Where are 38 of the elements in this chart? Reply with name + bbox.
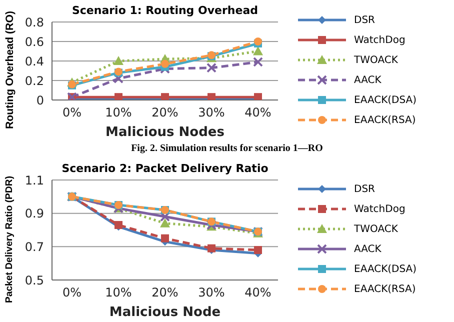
legend-label: AACK — [354, 244, 382, 254]
x-tick-label: 30% — [198, 106, 225, 120]
x-axis-title: Malicious Nodes — [106, 125, 225, 140]
chart-title: Scenario 1: Routing Overhead — [70, 4, 260, 17]
y-tick-label: 0.4 — [24, 54, 44, 68]
x-tick-label: 0% — [62, 286, 82, 300]
x-tick-label: 0% — [62, 106, 82, 120]
y-tick-label: 0 — [36, 93, 44, 108]
legend-label: EAACK(RSA) — [354, 114, 416, 126]
legend-label: EAACK(RSA) — [354, 284, 416, 294]
x-tick-label: 30% — [198, 286, 225, 300]
legend-label: AACK — [354, 74, 382, 86]
y-tick-label: 0.6 — [24, 34, 44, 49]
x-tick-label: 40% — [244, 106, 272, 120]
y-tick-label: 0.2 — [24, 74, 44, 88]
caption: Fig. 2. Simulation results for scenario 1—RO — [130, 142, 324, 156]
legend-label: EAACK(DSA) — [354, 264, 417, 274]
chart-title: Scenario 2: Packet Delivery Ratio — [60, 162, 270, 175]
legend-label: DSR — [354, 14, 375, 26]
y-tick-label: 0.5 — [24, 273, 44, 288]
x-tick-label: 10% — [105, 106, 132, 120]
x-tick-label: 20% — [152, 106, 178, 120]
x-tick-label: 10% — [105, 286, 132, 300]
legend-label: TWOACK — [354, 54, 398, 66]
y-tick-label: 0.9 — [24, 206, 44, 221]
y-tick-label: 0.8 — [24, 15, 44, 30]
legend-label: DSR — [354, 184, 375, 194]
x-tick-label: 40% — [244, 286, 272, 300]
x-axis-title: Malicious Node — [109, 305, 221, 320]
y-axis-title: Packet Delivery Ratio (PDR) — [4, 175, 16, 303]
legend-label: EAACK(DSA) — [354, 94, 417, 106]
legend-label: WatchDog — [354, 34, 406, 46]
legend-label: TWOACK — [354, 224, 398, 234]
y-axis-title: Routing Overhead (RO) — [4, 10, 16, 130]
y-tick-label: 1.1 — [24, 173, 44, 188]
x-tick-label: 20% — [152, 286, 178, 300]
legend-label: WatchDog — [354, 204, 406, 214]
y-tick-label: 0.7 — [24, 240, 44, 254]
